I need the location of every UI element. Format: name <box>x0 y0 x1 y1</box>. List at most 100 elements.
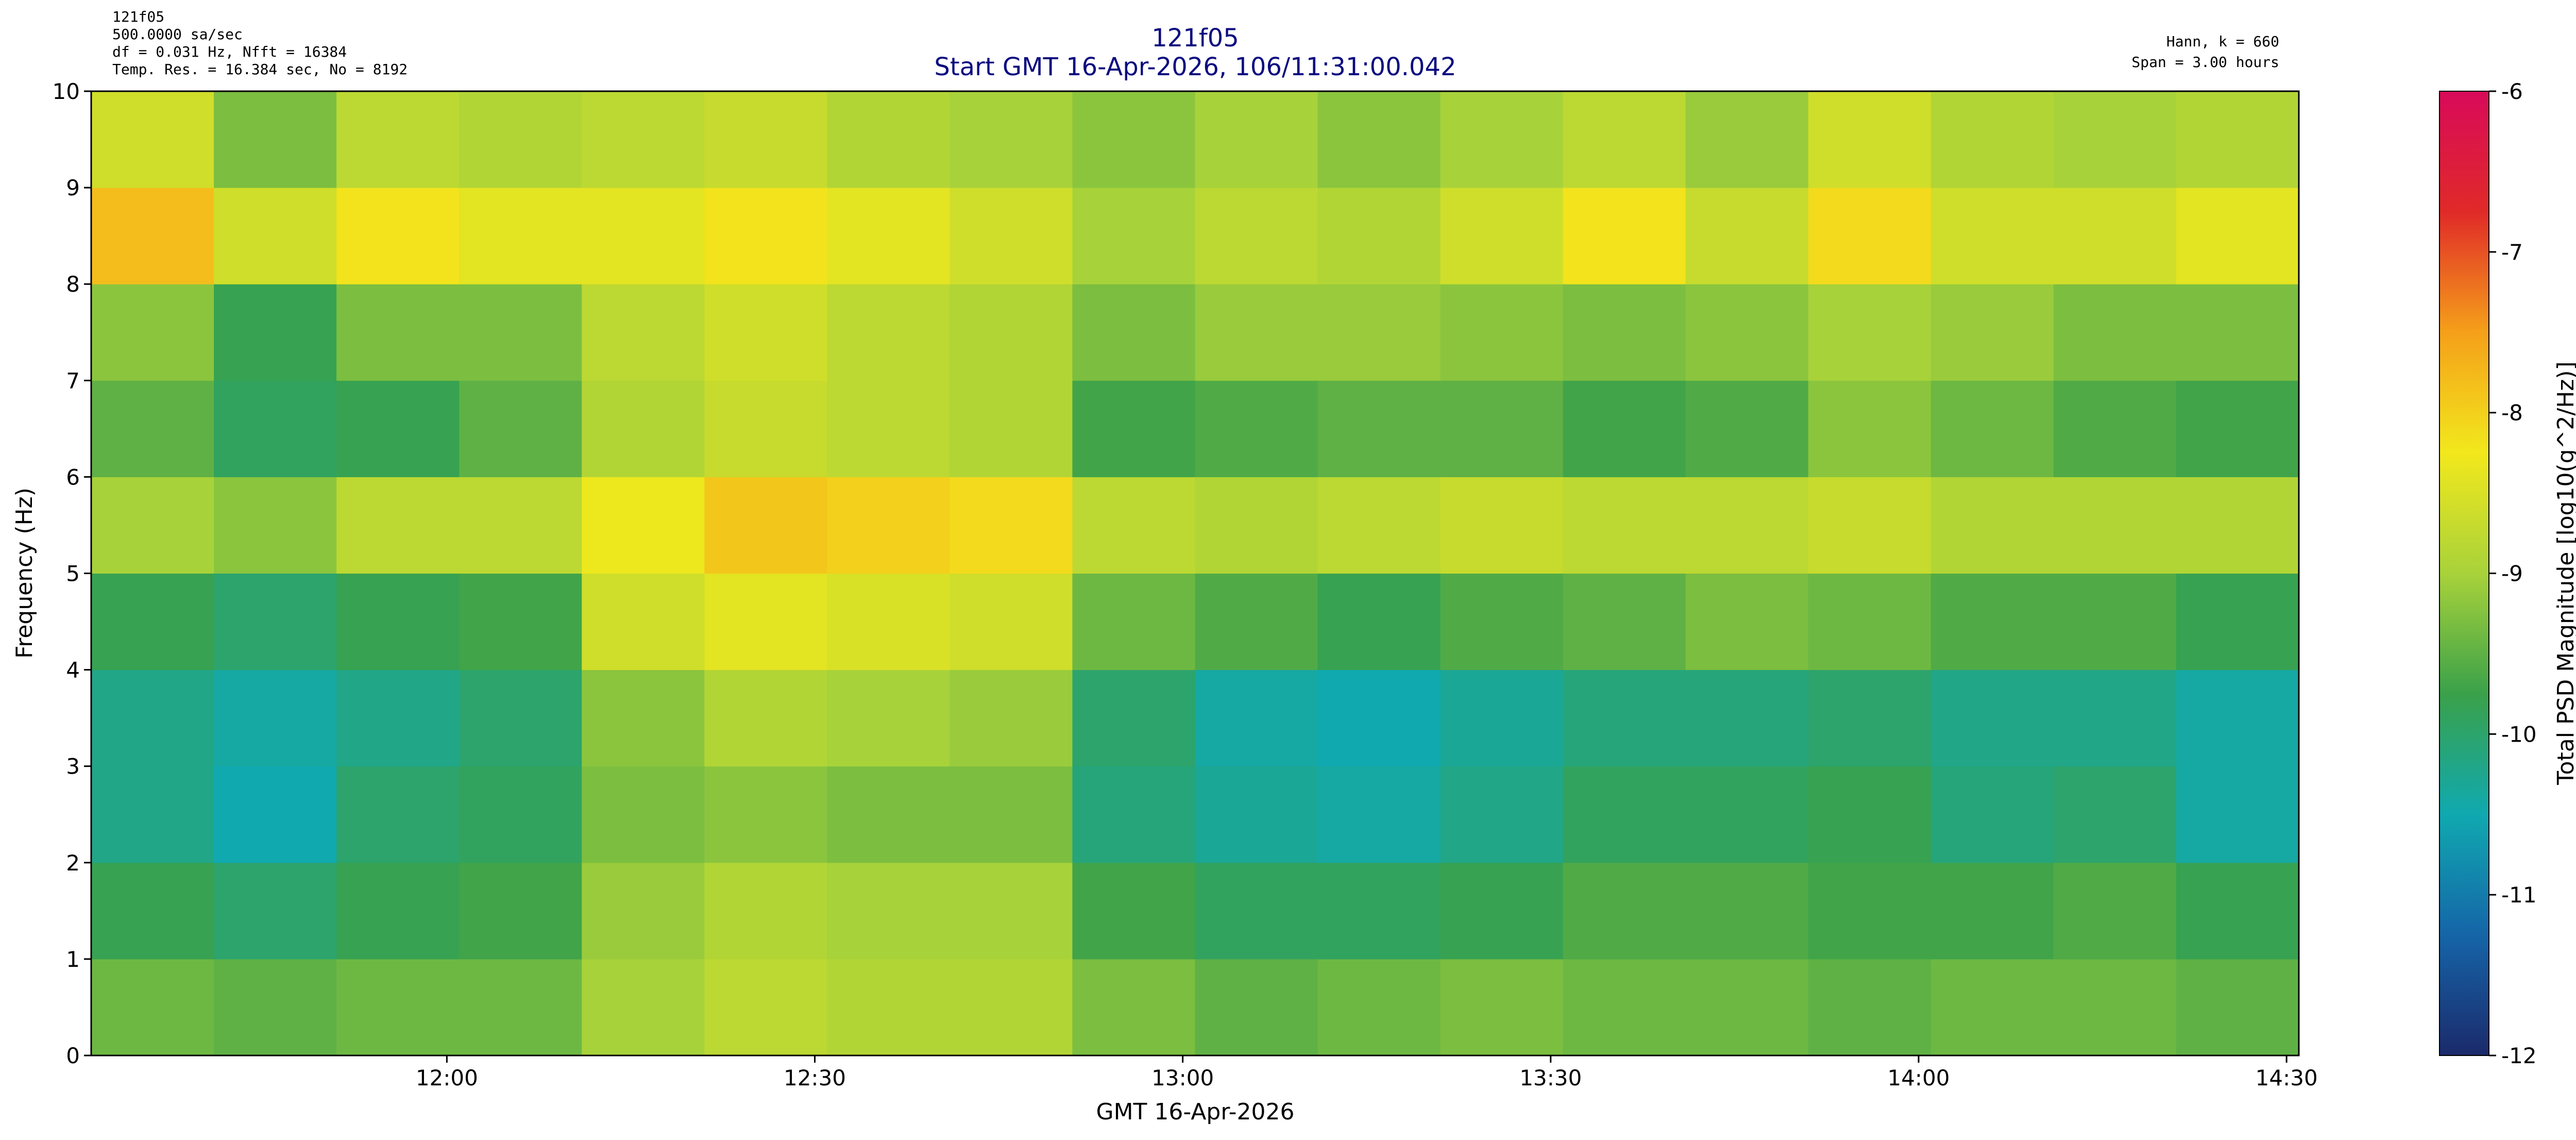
psd-cell <box>459 573 582 670</box>
psd-cell <box>459 669 582 767</box>
psd-cell <box>1440 959 1564 1056</box>
info-line: df = 0.031 Hz, Nfft = 16384 <box>112 43 347 60</box>
psd-cell <box>1072 477 1195 574</box>
psd-cell <box>2176 959 2299 1056</box>
psd-cell <box>2053 477 2177 574</box>
psd-cell <box>1440 91 1564 188</box>
psd-cell <box>1930 669 2054 767</box>
psd-cell <box>950 477 1073 574</box>
psd-cell <box>582 959 705 1056</box>
psd-cell <box>1317 284 1441 381</box>
psd-cell <box>1930 766 2054 863</box>
psd-cell <box>1072 284 1195 381</box>
psd-cell <box>827 959 950 1056</box>
psd-cell <box>2053 188 2177 284</box>
psd-cell <box>336 380 460 477</box>
psd-cell <box>214 380 337 477</box>
psd-cell <box>950 284 1073 381</box>
psd-cell <box>2176 669 2299 767</box>
psd-cell <box>1563 284 1686 381</box>
psd-cell <box>1808 862 1931 960</box>
psd-cell <box>2176 573 2299 670</box>
chart-subtitle: Start GMT 16-Apr-2026, 106/11:31:00.042 <box>934 53 1456 81</box>
psd-cell <box>582 477 705 574</box>
psd-cell <box>1195 380 1318 477</box>
psd-cell <box>2053 91 2177 188</box>
psd-cell <box>336 91 460 188</box>
psd-cell <box>1685 766 1809 863</box>
psd-cell <box>1195 669 1318 767</box>
psd-cell <box>1808 188 1931 284</box>
psd-cell <box>1930 573 2054 670</box>
psd-cell <box>1317 669 1441 767</box>
colorbar-tick-label: -12 <box>2501 1043 2537 1068</box>
psd-cell <box>1808 669 1931 767</box>
psd-cell <box>459 380 582 477</box>
psd-cell <box>1195 862 1318 960</box>
psd-cell <box>1563 380 1686 477</box>
psd-cell <box>91 766 214 863</box>
psd-cell <box>1195 91 1318 188</box>
psd-cell <box>214 959 337 1056</box>
psd-cell <box>1685 862 1809 960</box>
psd-cell <box>1563 862 1686 960</box>
psd-cell <box>1685 573 1809 670</box>
psd-cell <box>1440 284 1564 381</box>
psd-cell <box>1072 862 1195 960</box>
psd-cell <box>2053 669 2177 767</box>
y-tick-label: 3 <box>66 754 80 779</box>
y-tick-label: 2 <box>66 850 80 876</box>
psd-cell <box>91 188 214 284</box>
psd-cell <box>1563 959 1686 1056</box>
psd-cell <box>1317 188 1441 284</box>
psd-cell <box>1317 573 1441 670</box>
psd-cell <box>1317 959 1441 1056</box>
psd-cell <box>827 669 950 767</box>
psd-cell <box>1930 477 2054 574</box>
y-tick-label: 7 <box>66 368 80 393</box>
psd-cell <box>1195 766 1318 863</box>
psd-cell <box>1563 477 1686 574</box>
x-tick-label: 12:30 <box>784 1065 846 1091</box>
psd-cell <box>1930 188 2054 284</box>
psd-cell <box>704 380 827 477</box>
psd-cell <box>704 959 827 1056</box>
chart-title: 121f05 <box>1151 24 1239 53</box>
psd-cell <box>1440 766 1564 863</box>
psd-cell <box>1930 959 2054 1056</box>
psd-cell <box>1072 573 1195 670</box>
psd-cell <box>214 862 337 960</box>
psd-cell <box>582 862 705 960</box>
psd-cell <box>1685 959 1809 1056</box>
psd-cell <box>1440 862 1564 960</box>
psd-cell <box>1685 91 1809 188</box>
colorbar-tick-label: -8 <box>2501 400 2523 426</box>
psd-cell <box>1808 380 1931 477</box>
psd-cell <box>1072 91 1195 188</box>
psd-cell <box>1685 669 1809 767</box>
psd-cell <box>91 862 214 960</box>
psd-cell <box>459 862 582 960</box>
psd-cell <box>1317 380 1441 477</box>
psd-cell <box>1195 477 1318 574</box>
psd-cell <box>1440 380 1564 477</box>
psd-cell <box>950 862 1073 960</box>
psd-cell <box>336 862 460 960</box>
psd-cell <box>2176 188 2299 284</box>
y-tick-label: 5 <box>66 561 80 586</box>
psd-cell <box>2053 862 2177 960</box>
psd-cell <box>1563 91 1686 188</box>
psd-cell <box>336 573 460 670</box>
psd-cell <box>1930 862 2054 960</box>
psd-cell <box>1072 188 1195 284</box>
psd-cell <box>2176 862 2299 960</box>
psd-cell <box>214 477 337 574</box>
psd-cell <box>827 477 950 574</box>
colorbar-tick-label: -10 <box>2501 722 2537 747</box>
y-tick-label: 9 <box>66 175 80 200</box>
psd-cell <box>827 91 950 188</box>
psd-cell <box>336 766 460 863</box>
psd-cell <box>582 380 705 477</box>
